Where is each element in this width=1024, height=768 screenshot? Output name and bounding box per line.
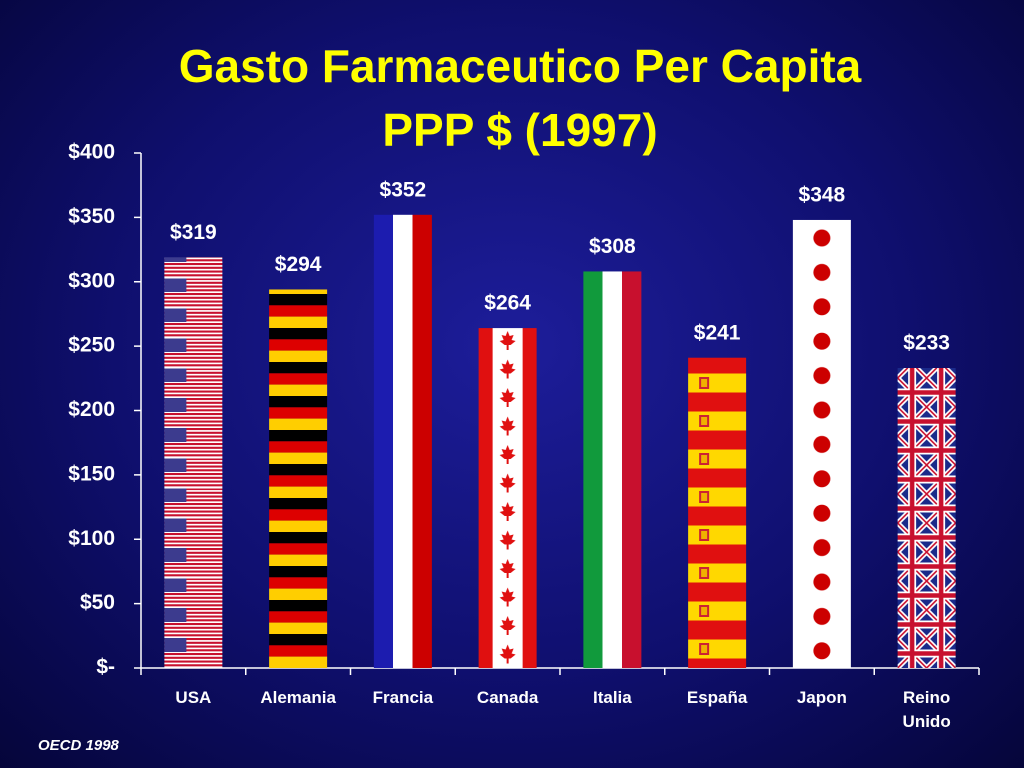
data-label: $348 bbox=[799, 183, 846, 206]
y-tick-label: $250 bbox=[68, 334, 115, 357]
data-label: $264 bbox=[484, 292, 531, 315]
y-tick-label: $50 bbox=[80, 591, 115, 614]
bar bbox=[164, 257, 223, 668]
x-tick-label: Alemania bbox=[260, 688, 336, 707]
data-label: $241 bbox=[694, 321, 741, 344]
x-tick-label: Japon bbox=[796, 688, 847, 707]
data-label: $308 bbox=[589, 235, 636, 258]
y-tick-label: $350 bbox=[68, 205, 115, 228]
data-label: $233 bbox=[903, 332, 950, 355]
x-tick-label: Reino Unido bbox=[902, 688, 951, 731]
data-label: $294 bbox=[275, 253, 322, 276]
x-tick-label: Canada bbox=[476, 688, 539, 707]
y-tick-label: $300 bbox=[68, 269, 115, 292]
chart-subtitle: PPP $ (1997) bbox=[382, 104, 657, 156]
y-tick-label: $200 bbox=[68, 398, 115, 421]
bar bbox=[897, 368, 956, 668]
x-tick-label: Italia bbox=[593, 688, 632, 707]
bar bbox=[583, 271, 642, 668]
bar bbox=[269, 289, 328, 668]
source-note: OECD 1998 bbox=[38, 737, 119, 754]
bar bbox=[478, 328, 537, 668]
y-tick-label: $400 bbox=[68, 141, 115, 164]
y-tick-label: $100 bbox=[68, 527, 115, 550]
x-tick-label: España bbox=[686, 688, 748, 707]
x-tick-label: Francia bbox=[372, 688, 434, 707]
bar bbox=[792, 219, 851, 668]
chart-title: Gasto Farmaceutico Per Capita bbox=[179, 40, 862, 92]
x-tick-label: USA bbox=[175, 688, 212, 707]
bar bbox=[688, 357, 747, 668]
data-label: $319 bbox=[170, 221, 217, 244]
bar bbox=[373, 214, 432, 669]
y-tick-label: $- bbox=[96, 656, 115, 679]
y-tick-label: $150 bbox=[68, 462, 115, 485]
data-label: $352 bbox=[380, 178, 427, 201]
